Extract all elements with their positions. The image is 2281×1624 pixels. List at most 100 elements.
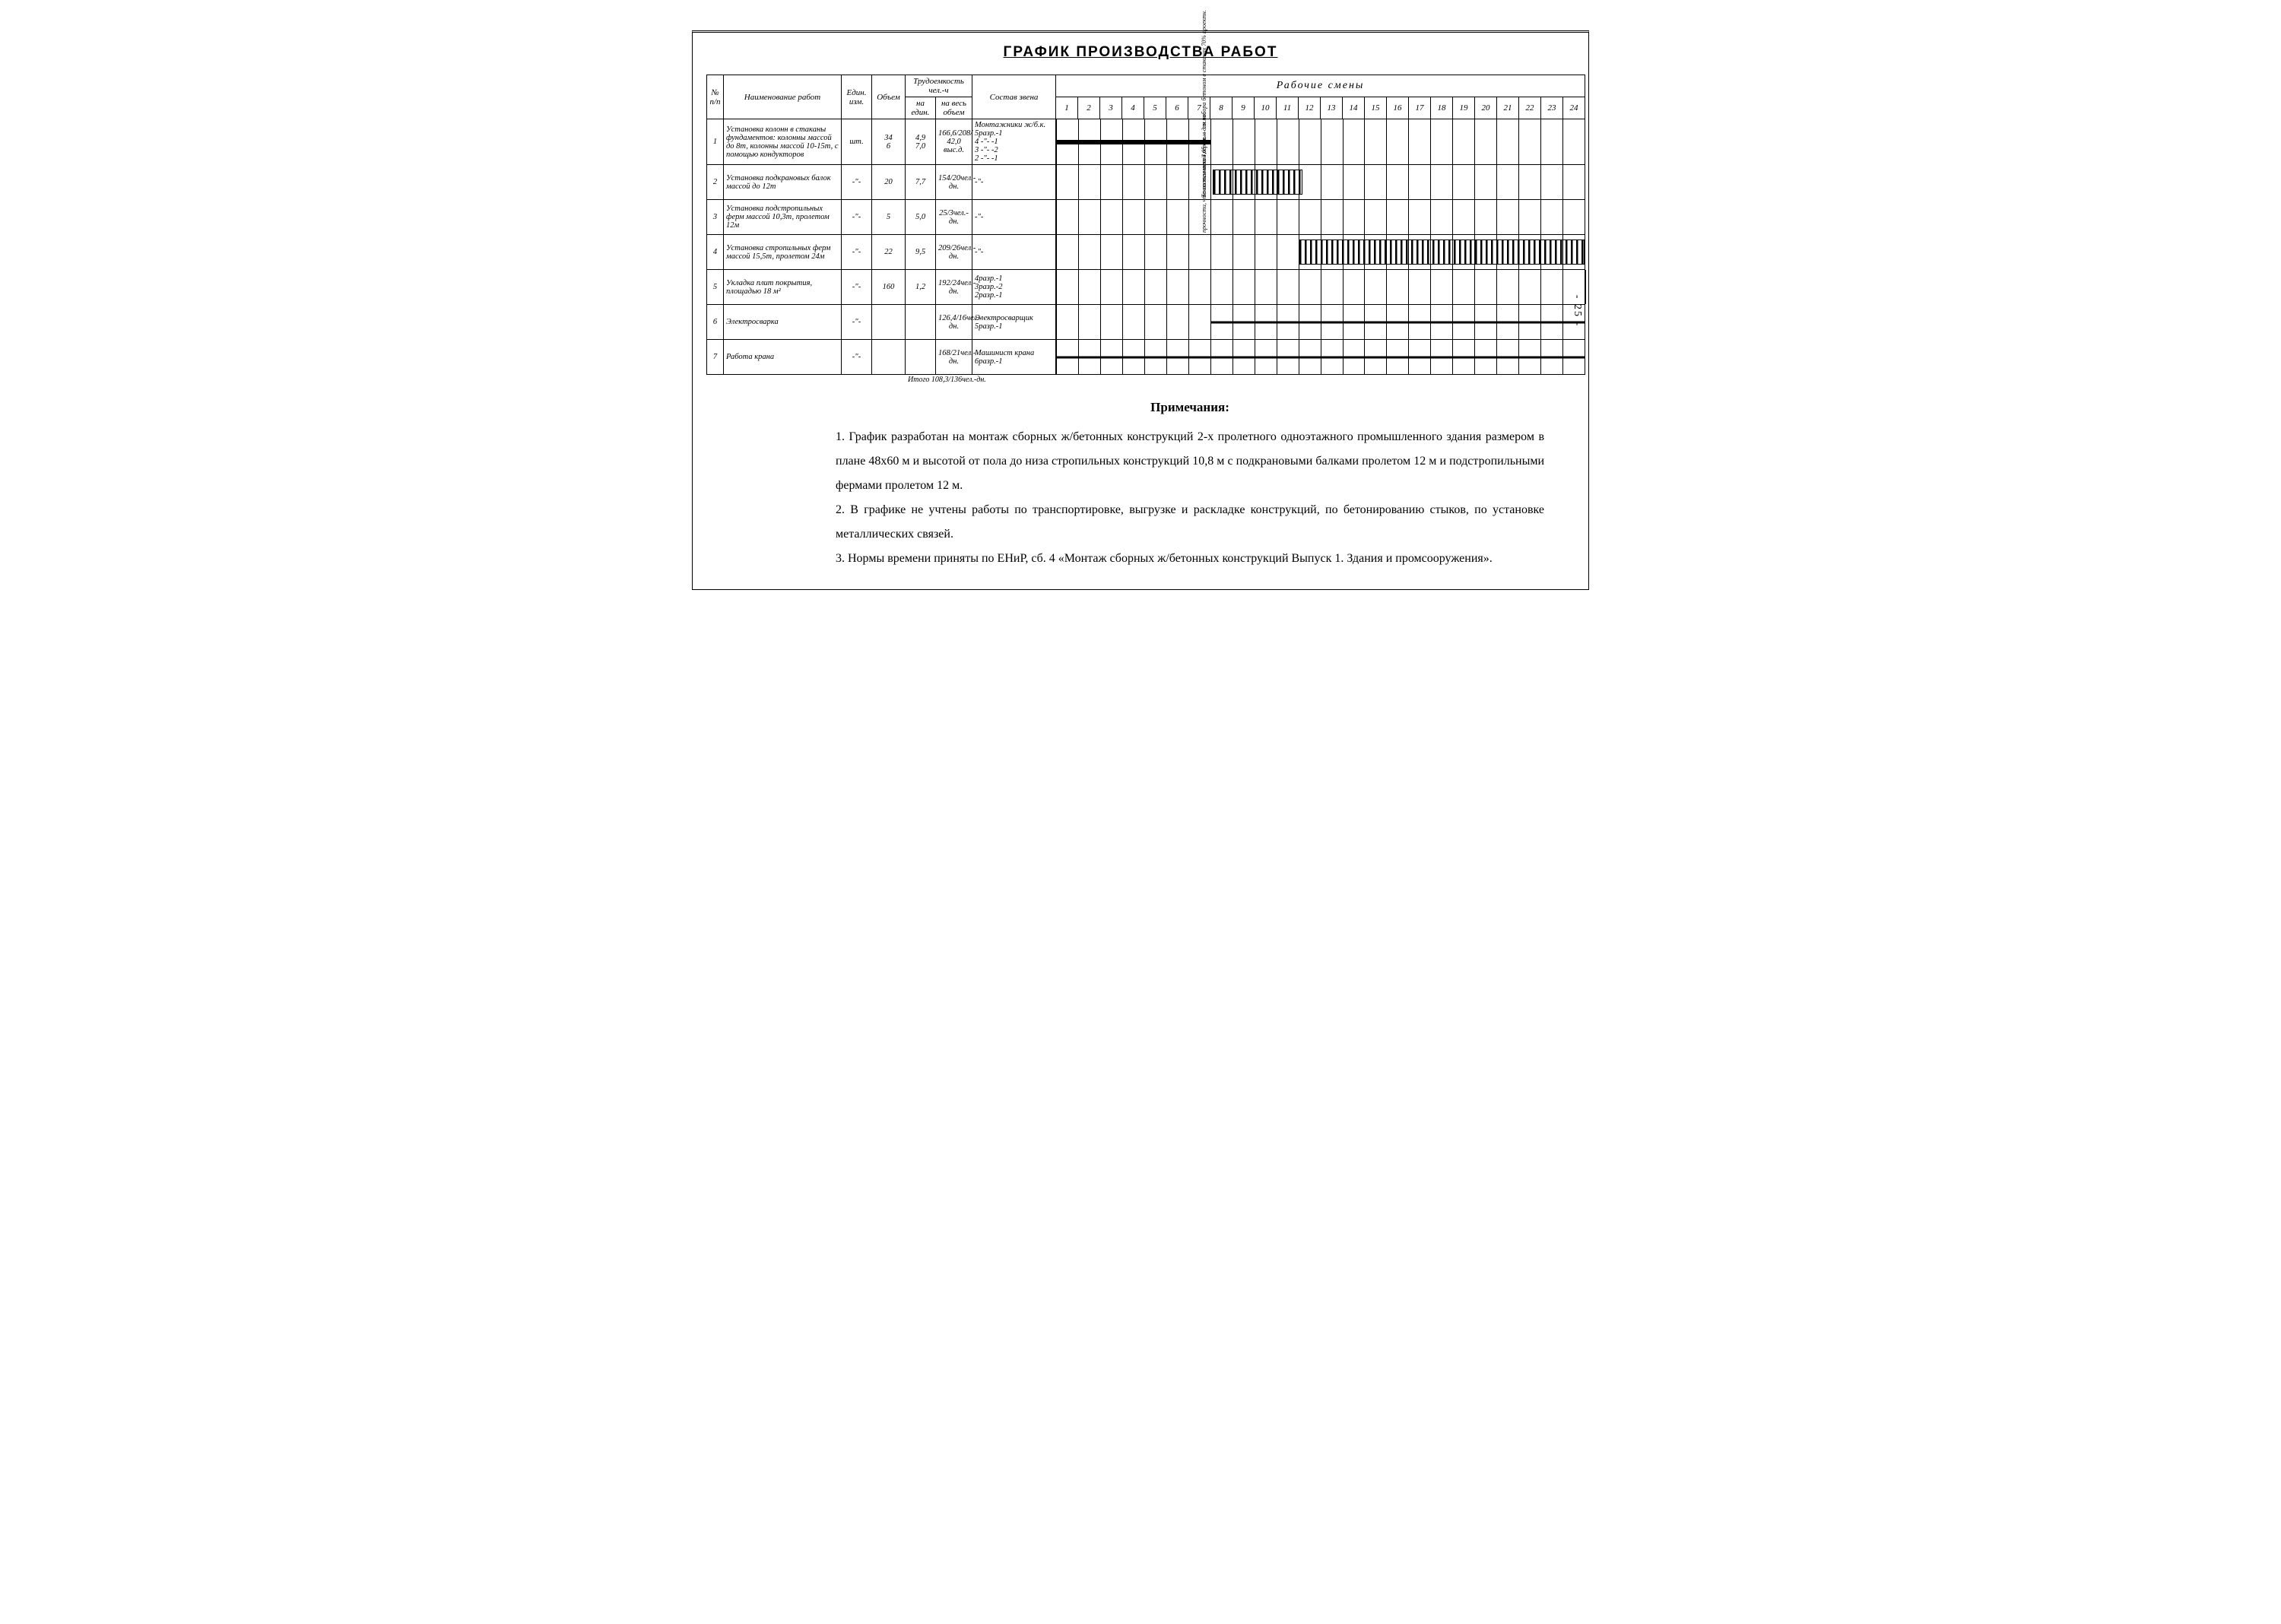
row-labor-total: 168/21чел.-дн. <box>936 340 972 375</box>
total-row: Итого 108,3/136чел.-дн. <box>706 376 1575 384</box>
gantt-cell <box>1056 119 1585 165</box>
gantt-bar <box>1299 239 1585 265</box>
table-row: 6Электросварка-"- 126,4/16чел.-дн.Электро… <box>707 305 1585 340</box>
row-labor-total: 25/3чел.-дн. <box>936 200 972 235</box>
col-shift-number: 8 <box>1210 97 1233 119</box>
row-name: Работа крана <box>724 340 842 375</box>
table-header: № п/п Наименование работ Един. изм. Объе… <box>707 75 1585 119</box>
row-number: 5 <box>707 270 724 305</box>
row-crew: 4разр.-1 3разр.-2 2разр.-1 <box>972 270 1056 305</box>
row-name: Укладка плит покрытия, площадью 18 м² <box>724 270 842 305</box>
row-number: 1 <box>707 119 724 165</box>
row-crew: Электросварщик 5разр.-1 <box>972 305 1056 340</box>
col-shift-number: 19 <box>1453 97 1475 119</box>
notes-paragraph: 2. В графике не учтены работы по транспо… <box>836 498 1544 547</box>
row-name: Электросварка <box>724 305 842 340</box>
col-crew: Состав звена <box>972 75 1056 119</box>
col-labor-group: Трудоемкость чел.-ч <box>906 75 972 97</box>
gantt-cell <box>1056 235 1585 270</box>
table-row: 4Установка стропильных ферм массой 15,5т… <box>707 235 1585 270</box>
gantt-cell <box>1056 270 1585 305</box>
row-number: 6 <box>707 305 724 340</box>
row-labor-total: 166,6/208/ 42,0 выс.д. <box>936 119 972 165</box>
row-name: Установка стропильных ферм массой 15,5т,… <box>724 235 842 270</box>
gantt-bar <box>1213 170 1303 195</box>
col-unit: Един. изм. <box>842 75 872 119</box>
gantt-vertical-note: прочности, что составляет 4,05 см. — см.… <box>1201 201 1207 233</box>
row-crew: -"- <box>972 165 1056 200</box>
notes-paragraph: 3. Нормы времени приняты по ЕНиР, сб. 4 … <box>836 547 1544 571</box>
row-unit: -"- <box>842 200 872 235</box>
row-number: 2 <box>707 165 724 200</box>
col-shift-number: 24 <box>1563 97 1585 119</box>
row-labor-total: 126,4/16чел.-дн. <box>936 305 972 340</box>
col-shift-number: 21 <box>1497 97 1519 119</box>
col-shift-number: 5 <box>1144 97 1166 119</box>
col-shift-number: 1 <box>1056 97 1078 119</box>
col-shift-number: 22 <box>1519 97 1541 119</box>
gantt-cell <box>1056 305 1585 340</box>
gantt-bar <box>1056 356 1585 358</box>
gantt-bar <box>1056 140 1210 144</box>
col-shift-number: 9 <box>1233 97 1255 119</box>
row-volume <box>872 305 906 340</box>
row-crew: -"- <box>972 200 1056 235</box>
row-labor-unit: 4,9 7,0 <box>906 119 936 165</box>
row-number: 7 <box>707 340 724 375</box>
table-row: 3Установка подстропильных ферм массой 10… <box>707 200 1585 235</box>
gantt-cell: прочности, что составляет 4,05 см. — см.… <box>1056 200 1585 235</box>
table-row: 7Работа крана-"-168/21чел.-дн.Машинист к… <box>707 340 1585 375</box>
col-shift-number: 4 <box>1122 97 1144 119</box>
table-row: 5Укладка плит покрытия, площадью 18 м²-"… <box>707 270 1585 305</box>
col-number: № п/п <box>707 75 724 119</box>
col-shift-number: 23 <box>1541 97 1563 119</box>
notes-title: Примечания: <box>836 395 1544 420</box>
row-labor-unit: 5,0 <box>906 200 936 235</box>
col-shift-number: 13 <box>1321 97 1343 119</box>
row-unit: -"- <box>842 270 872 305</box>
row-labor-unit: 1,2 <box>906 270 936 305</box>
row-volume: 22 <box>872 235 906 270</box>
row-unit: шт. <box>842 119 872 165</box>
table-row: 2Установка подкрановых балок массой до 1… <box>707 165 1585 200</box>
col-shifts-title: Рабочие смены <box>1056 75 1585 97</box>
row-name: Установка подкрановых балок массой до 12… <box>724 165 842 200</box>
gantt-cell: Технологический перерыв для набора бетон… <box>1056 165 1585 200</box>
col-shift-number: 12 <box>1299 97 1321 119</box>
table-row: 1Установка колонн в стаканы фундаментов:… <box>707 119 1585 165</box>
col-volume: Объем <box>872 75 906 119</box>
schedule-table: № п/п Наименование работ Един. изм. Объе… <box>706 75 1585 375</box>
row-labor-unit <box>906 305 936 340</box>
page-frame: - 25 - ГРАФИК ПРОИЗВОДСТВА РАБОТ № п/п Н… <box>692 30 1589 590</box>
row-labor-unit <box>906 340 936 375</box>
col-shift-number: 18 <box>1431 97 1453 119</box>
row-labor-total: 209/26чел.-дн. <box>936 235 972 270</box>
col-shift-number: 6 <box>1166 97 1188 119</box>
notes-block: Примечания: 1. График разработан на монт… <box>836 395 1544 571</box>
row-name: Установка колонн в стаканы фундаментов: … <box>724 119 842 165</box>
col-shift-number: 14 <box>1343 97 1365 119</box>
col-shift-number: 20 <box>1475 97 1497 119</box>
row-name: Установка подстропильных ферм массой 10,… <box>724 200 842 235</box>
row-volume: 5 <box>872 200 906 235</box>
row-number: 3 <box>707 200 724 235</box>
gantt-bar <box>1210 321 1585 323</box>
col-labor-unit: на един. <box>906 97 936 119</box>
row-unit: -"- <box>842 305 872 340</box>
row-number: 4 <box>707 235 724 270</box>
row-volume: 20 <box>872 165 906 200</box>
row-labor-total: 192/24чел.-дн. <box>936 270 972 305</box>
gantt-cell <box>1056 340 1585 375</box>
row-volume: 34 6 <box>872 119 906 165</box>
row-crew: Монтажники ж/б.к. 5разр.-1 4 -"- -1 3 -"… <box>972 119 1056 165</box>
row-labor-unit: 9,5 <box>906 235 936 270</box>
row-labor-unit: 7,7 <box>906 165 936 200</box>
document-title: ГРАФИК ПРОИЗВОДСТВА РАБОТ <box>706 44 1575 61</box>
table-body: 1Установка колонн в стаканы фундаментов:… <box>707 119 1585 375</box>
col-shift-number: 10 <box>1255 97 1277 119</box>
row-unit: -"- <box>842 340 872 375</box>
row-unit: -"- <box>842 165 872 200</box>
row-volume: 160 <box>872 270 906 305</box>
col-shift-number: 11 <box>1277 97 1299 119</box>
row-crew: -"- <box>972 235 1056 270</box>
